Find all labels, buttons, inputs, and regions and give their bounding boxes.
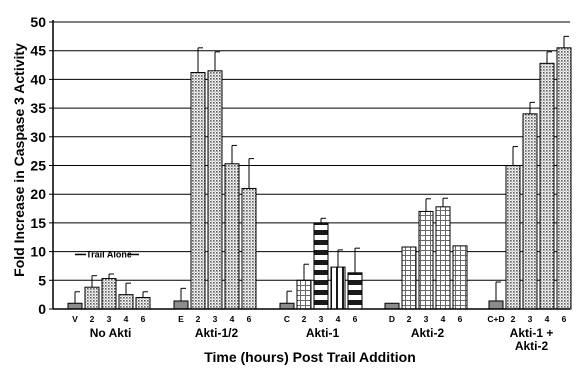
x-tick-label: 2 <box>407 314 412 324</box>
x-tick-label: V <box>72 314 78 324</box>
labels: 0 5 10 15 20 25 30 35 40 45 50 V 2 3 4 6 No Akti E 2 3 4 6 Akt… <box>30 14 566 353</box>
group-label: No Akti <box>90 326 132 340</box>
x-axis-title: Time (hours) Post Trail Addition <box>204 349 416 365</box>
x-tick-label: C+D <box>487 314 504 324</box>
x-tick-label: 4 <box>336 314 341 324</box>
x-tick-label: 6 <box>562 314 567 324</box>
grid-lines <box>53 21 570 281</box>
bar <box>84 286 100 310</box>
x-tick-label: 6 <box>458 314 463 324</box>
x-tick-label: 4 <box>230 314 235 324</box>
y-axis-title: Fold Increase in Caspase 3 Activity <box>11 43 27 277</box>
x-tick-label: 3 <box>107 314 112 324</box>
x-tick-label: 2 <box>511 314 516 324</box>
bar <box>539 62 555 310</box>
x-tick-label: 6 <box>353 314 358 324</box>
bar <box>241 187 257 310</box>
bar <box>452 245 468 310</box>
x-tick-label: 6 <box>247 314 252 324</box>
bar <box>401 246 417 310</box>
group-label: Akti-1 + <box>510 326 554 340</box>
bar <box>101 278 117 310</box>
bar <box>296 279 312 310</box>
y-tick-label: 50 <box>30 14 46 30</box>
bar <box>556 47 572 310</box>
bar <box>313 222 329 310</box>
bar <box>279 302 295 310</box>
bar <box>330 266 346 310</box>
bar <box>384 302 400 310</box>
bar <box>488 300 504 310</box>
x-tick-label: D <box>389 314 395 324</box>
bar <box>190 72 206 310</box>
bar <box>505 165 521 310</box>
x-tick-label: C <box>284 314 290 324</box>
y-tick-label: 15 <box>30 215 46 231</box>
x-tick-label: 2 <box>302 314 307 324</box>
y-tick-label: 45 <box>30 43 46 59</box>
x-tick-label: 6 <box>141 314 146 324</box>
bar <box>224 163 240 310</box>
x-tick-label: E <box>178 314 184 324</box>
x-tick-label: 4 <box>124 314 129 324</box>
y-tick-label: 0 <box>38 301 46 317</box>
bar <box>207 70 223 310</box>
x-tick-label: 2 <box>196 314 201 324</box>
bar <box>435 206 451 310</box>
x-tick-label: 2 <box>90 314 95 324</box>
bar <box>347 272 363 310</box>
y-tick-label: 20 <box>30 186 46 202</box>
y-tick-label: 10 <box>30 244 46 260</box>
y-tick-label: 30 <box>30 129 46 145</box>
x-tick-label: 4 <box>545 314 550 324</box>
y-tick-label: 5 <box>38 272 46 288</box>
bar <box>67 302 83 310</box>
x-tick-label: 3 <box>528 314 533 324</box>
bars <box>67 35 572 310</box>
x-tick-label: 3 <box>213 314 218 324</box>
x-tick-label: 3 <box>424 314 429 324</box>
group-label: Akti-1 <box>306 326 340 340</box>
group-label: Akti-1/2 <box>195 326 239 340</box>
y-tick-label: 35 <box>30 100 46 116</box>
group-label: Akti-2 <box>411 326 445 340</box>
x-tick-label: 4 <box>441 314 446 324</box>
y-tick-label: 40 <box>30 71 46 87</box>
bar <box>522 113 538 310</box>
bar <box>135 297 151 310</box>
bar <box>418 210 434 310</box>
y-tick-label: 25 <box>30 158 46 174</box>
group-label: Akti-2 <box>515 339 549 353</box>
trail-alone-annotation: Trail Alone <box>86 249 132 259</box>
x-tick-label: 3 <box>319 314 324 324</box>
bar <box>118 294 134 310</box>
axes <box>49 20 570 310</box>
bar <box>173 300 189 310</box>
